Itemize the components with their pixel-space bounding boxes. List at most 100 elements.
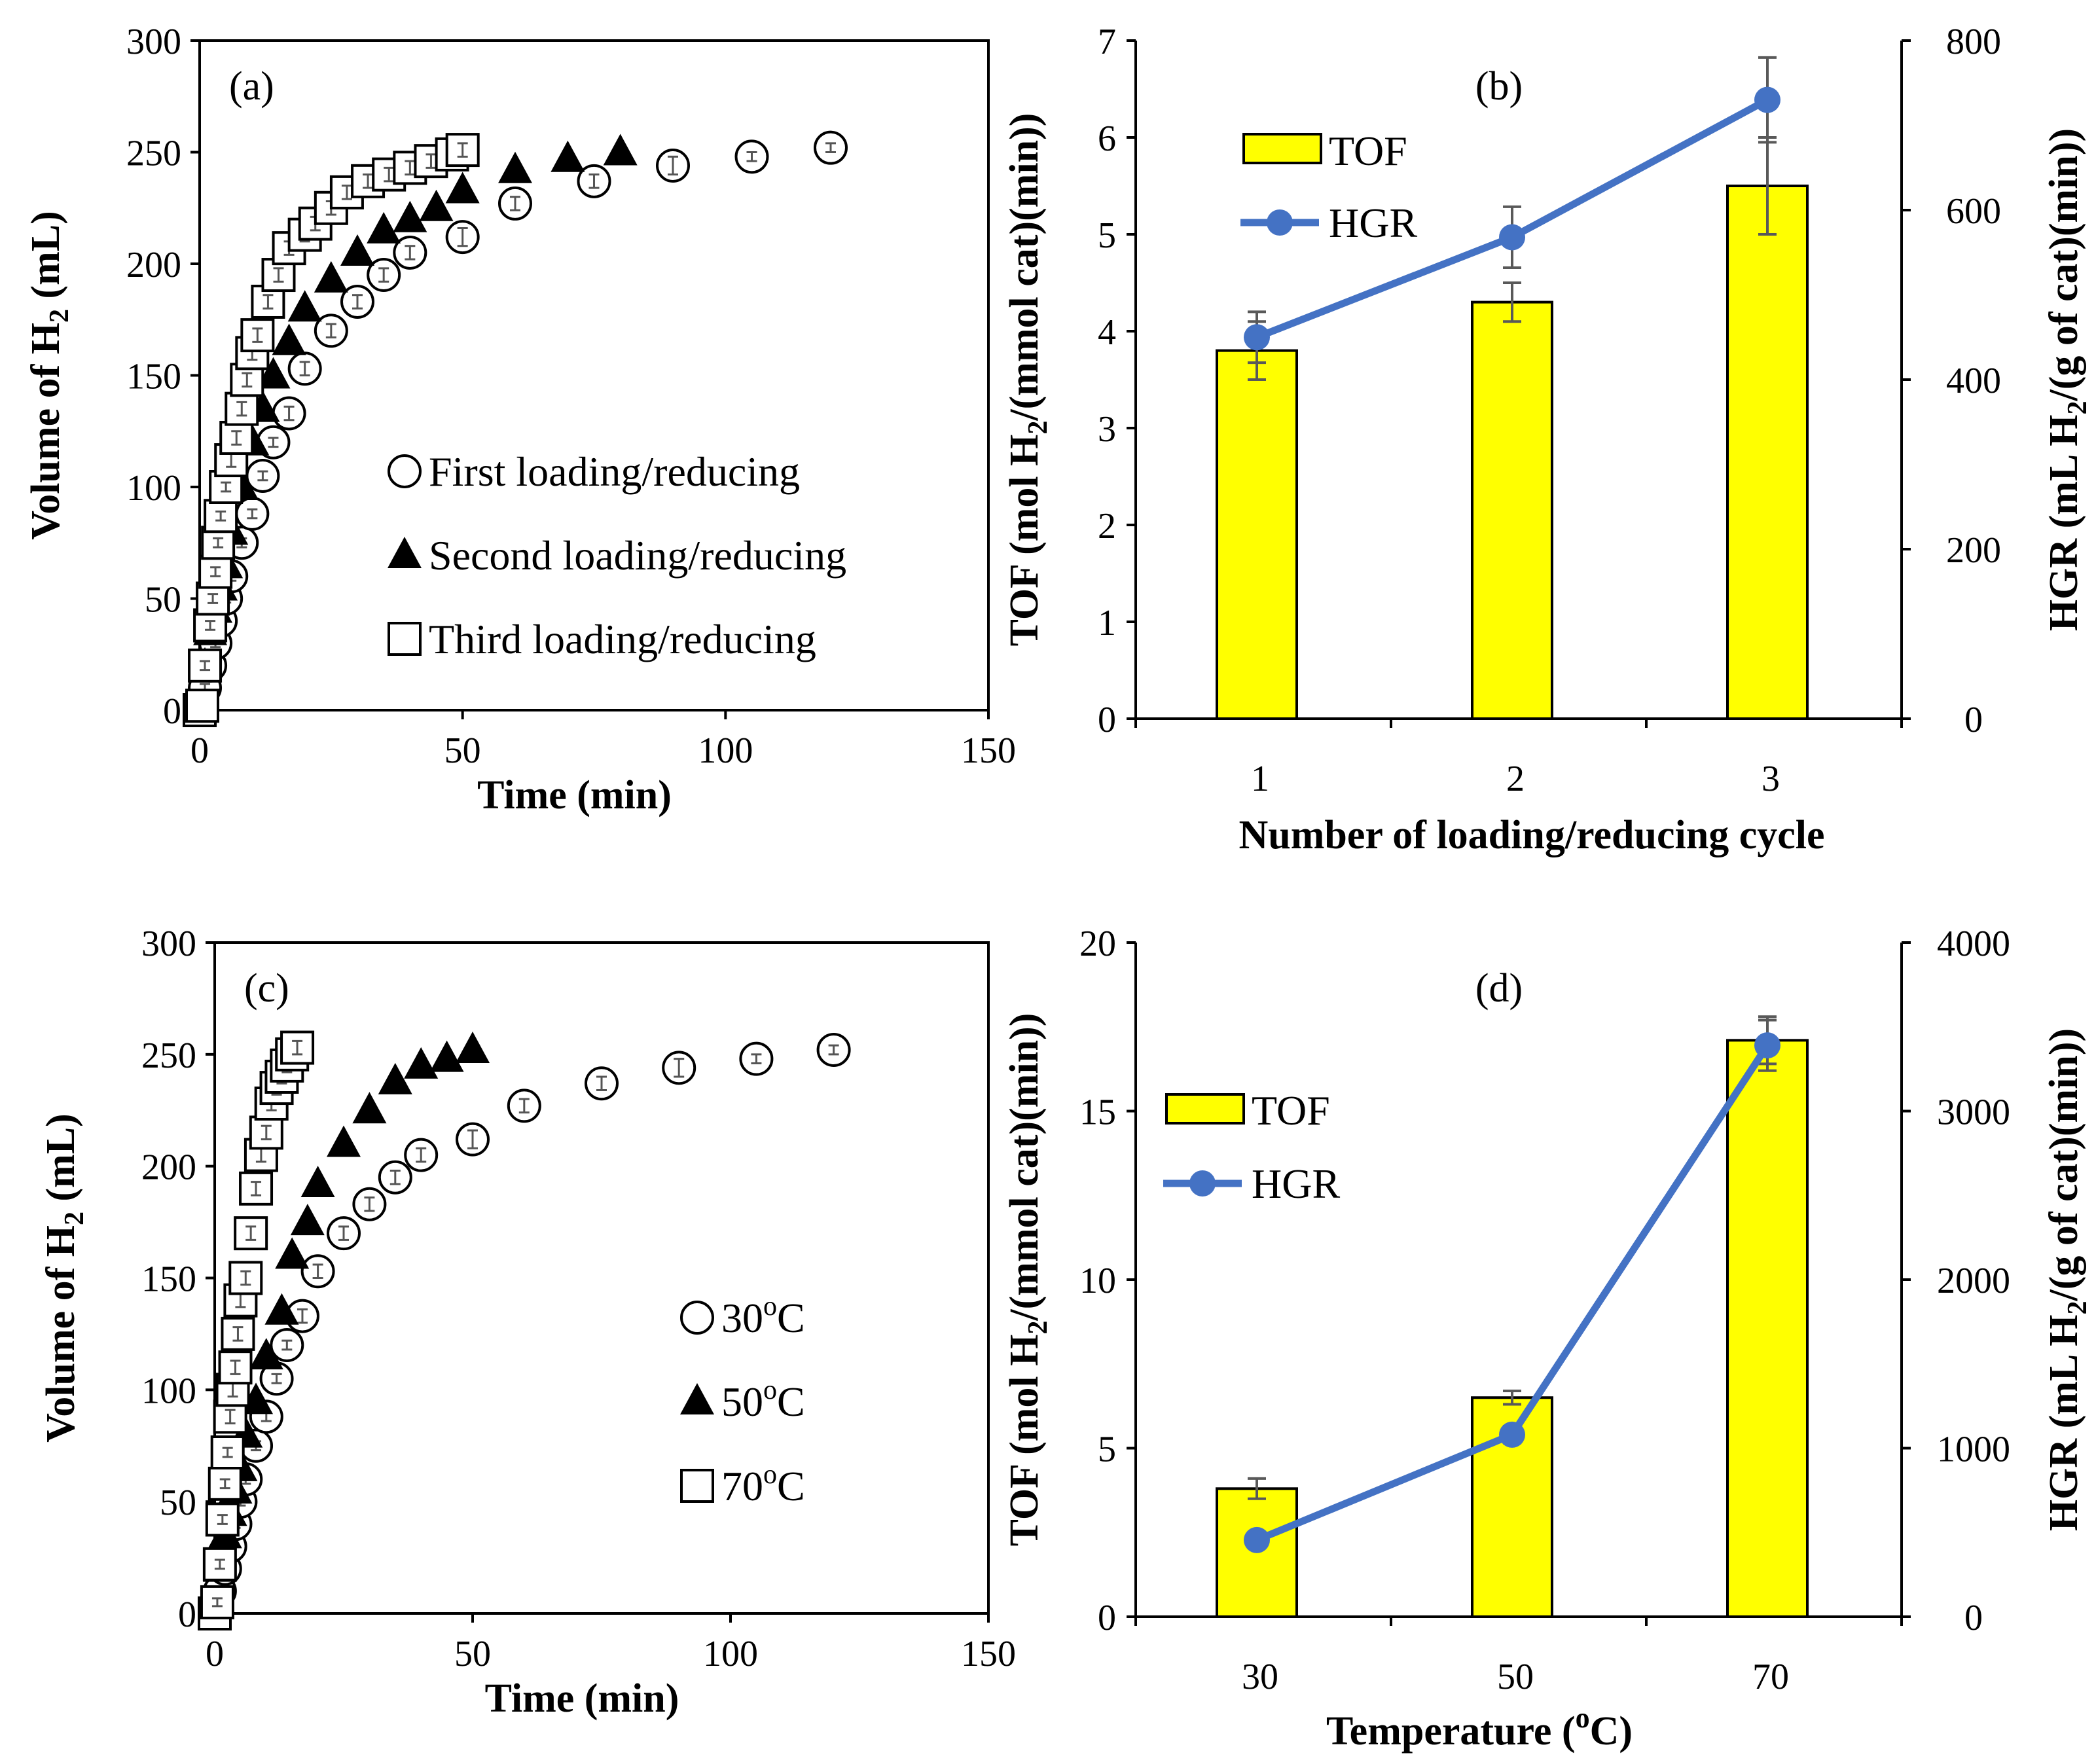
y-tick-label: 7 xyxy=(1098,22,1116,62)
data-point xyxy=(429,1040,464,1072)
x-tick-label: 100 xyxy=(703,1634,758,1674)
legend-degree-superscript: o xyxy=(763,1375,777,1405)
data-point xyxy=(419,189,454,221)
data-point xyxy=(185,689,220,723)
y-tick-label: 250 xyxy=(126,134,181,174)
legend-label: Third loading/reducing xyxy=(429,616,816,662)
data-point xyxy=(456,1032,490,1063)
x-category-label: 3 xyxy=(1762,759,1780,799)
x-tick-label: 0 xyxy=(206,1634,224,1674)
panel-label: (c) xyxy=(244,966,289,1011)
data-point xyxy=(240,318,275,353)
y-tick-label: 20 xyxy=(1079,924,1116,964)
y-axis-label-text: TOF (mol H xyxy=(1002,1335,1047,1547)
y2-tick-label: 2000 xyxy=(1937,1261,2010,1301)
legend-tof-label: TOF xyxy=(1252,1087,1330,1134)
legend-temp-value: 30 xyxy=(721,1295,763,1341)
y-axis-label-subscript: 2 xyxy=(1023,421,1053,435)
x-category-label: 30 xyxy=(1242,1657,1278,1697)
tof-bar xyxy=(1726,1039,1809,1618)
legend-tof-swatch xyxy=(1242,133,1322,164)
y-tick-label: 1 xyxy=(1098,603,1116,643)
panel-label: (a) xyxy=(229,64,274,109)
y-axis-label-text: TOF (mol H xyxy=(1002,435,1047,647)
data-point xyxy=(327,1125,361,1157)
y2-tick-label: 600 xyxy=(1946,191,2001,232)
data-point xyxy=(275,1237,310,1269)
legend-hgr-marker xyxy=(1267,209,1293,236)
data-point xyxy=(445,133,480,168)
legend-label: First loading/reducing xyxy=(429,448,800,495)
y-axis-label: Volume of H2 (mL) xyxy=(24,211,75,540)
y2-tick-label: 400 xyxy=(1946,361,2001,401)
y-axis-label-text: Volume of H xyxy=(24,323,68,540)
y2-tick-label: 200 xyxy=(1946,530,2001,571)
legend-marker xyxy=(680,1469,714,1503)
y2-tick-label: 0 xyxy=(1964,1598,1983,1638)
legend-unit: C xyxy=(777,1463,805,1509)
legend-hgr-marker xyxy=(1189,1170,1216,1197)
data-point xyxy=(378,1062,412,1094)
data-point xyxy=(551,140,585,172)
x-tick-label: 0 xyxy=(190,730,209,771)
tof-bar xyxy=(1726,185,1809,720)
y-axis-label-unit: /(mmol cat)(min)) xyxy=(1002,1013,1047,1322)
x-tick-label: 150 xyxy=(961,730,1016,771)
x-category-label: 1 xyxy=(1251,759,1269,799)
y-tick-label: 0 xyxy=(163,691,181,732)
hgr-point xyxy=(1754,86,1780,113)
legend-tof-swatch xyxy=(1165,1093,1245,1125)
y-tick-label: 5 xyxy=(1098,215,1116,256)
legend-tof-label: TOF xyxy=(1329,128,1407,174)
y-tick-label: 0 xyxy=(1098,1598,1116,1638)
y2-axis-label: HGR (mL H2/(g of cat)(min)) xyxy=(2042,1028,2093,1531)
y2-axis-label-subscript: 2 xyxy=(2063,401,2093,414)
x-axis-label: Time (min) xyxy=(477,773,672,818)
hgr-point xyxy=(1244,324,1270,351)
tof-bar xyxy=(1216,349,1298,720)
data-point xyxy=(256,357,291,389)
panel-label: (d) xyxy=(1475,966,1523,1011)
y2-tick-label: 4000 xyxy=(1937,924,2010,964)
y-tick-label: 15 xyxy=(1079,1092,1116,1133)
legend-degree-superscript: o xyxy=(763,1291,777,1322)
legend-marker xyxy=(680,1301,714,1335)
tof-bar xyxy=(1471,300,1553,721)
series-square xyxy=(183,133,480,727)
y-axis-label-text: Volume of H xyxy=(39,1225,83,1443)
legend-marker xyxy=(388,622,422,656)
x-tick-label: 50 xyxy=(454,1634,491,1674)
data-point xyxy=(239,1171,274,1206)
legend-hgr-label: HGR xyxy=(1252,1161,1340,1207)
x-axis-label-unit: C) xyxy=(1590,1709,1633,1754)
panel-label: (b) xyxy=(1475,64,1523,109)
data-point xyxy=(272,323,306,355)
y-tick-label: 10 xyxy=(1079,1261,1116,1301)
y-tick-label: 300 xyxy=(141,924,196,964)
legend-marker xyxy=(388,454,422,488)
y-axis-label-unit: /(mmol cat)(min)) xyxy=(1002,113,1047,422)
hgr-point xyxy=(1754,1032,1780,1059)
y-tick-label: 50 xyxy=(145,580,181,621)
y-tick-label: 0 xyxy=(178,1594,196,1635)
y2-axis-label-subscript: 2 xyxy=(2063,1301,2093,1314)
y2-axis-label: HGR (mL H2/(g of cat)(min)) xyxy=(2042,128,2093,631)
y-tick-label: 0 xyxy=(1098,700,1116,740)
y-tick-label: 6 xyxy=(1098,118,1116,159)
data-point xyxy=(249,1338,283,1370)
data-point xyxy=(300,1166,335,1197)
data-point xyxy=(290,1204,325,1236)
legend-unit: C xyxy=(777,1295,805,1341)
data-point xyxy=(314,261,348,293)
y2-tick-label: 1000 xyxy=(1937,1430,2010,1470)
x-tick-label: 50 xyxy=(444,730,481,771)
legend-unit: C xyxy=(777,1378,805,1425)
x-axis-label: Number of loading/reducing cycle xyxy=(1239,813,1825,857)
y-axis-label-subscript: 2 xyxy=(60,1212,90,1225)
legend-label: 70oC xyxy=(721,1460,805,1509)
y-tick-label: 150 xyxy=(141,1259,196,1300)
y-axis-label-unit: (mL) xyxy=(24,211,68,309)
legend-degree-superscript: o xyxy=(763,1460,777,1490)
y2-tick-label: 0 xyxy=(1964,700,1983,740)
legend-temp-value: 70 xyxy=(721,1463,763,1509)
